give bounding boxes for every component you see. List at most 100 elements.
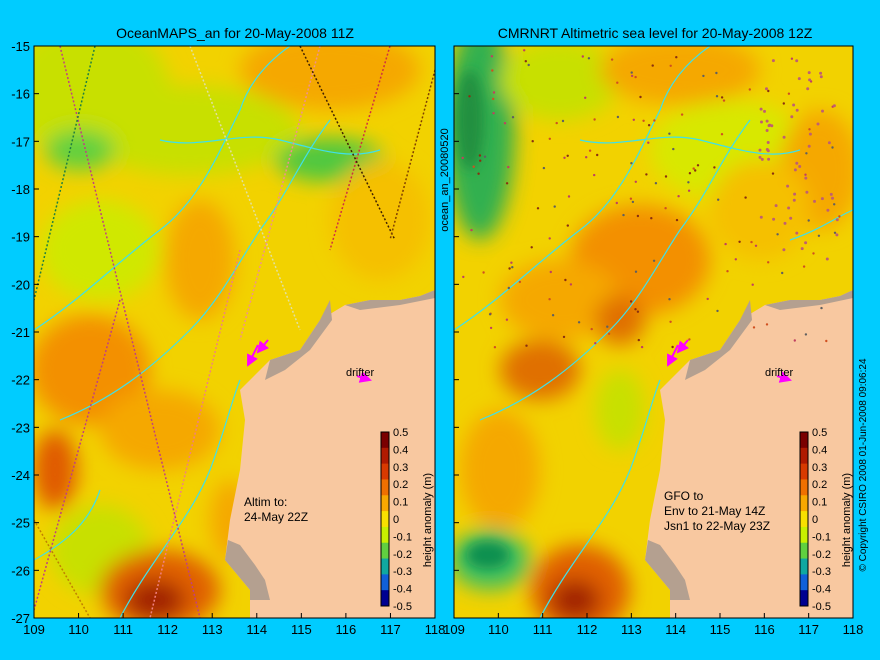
left-colorbar-swatch: [381, 495, 389, 512]
observation-dot: [800, 247, 804, 251]
observation-dot: [651, 64, 654, 67]
left-y-tick-label: -27: [11, 611, 30, 626]
right-observation-points: [461, 49, 841, 349]
observation-dot: [542, 166, 546, 170]
observation-dot: [696, 164, 700, 167]
observation-dot: [734, 258, 737, 261]
observation-dot: [647, 124, 651, 127]
observation-dot: [636, 310, 640, 313]
left-x-tick-label: 110: [68, 622, 89, 637]
observation-dot: [765, 129, 769, 132]
observation-dot: [750, 240, 753, 244]
observation-dot: [827, 141, 831, 145]
observation-dot: [765, 87, 768, 91]
observation-dot: [472, 165, 475, 168]
observation-dot: [672, 147, 675, 151]
right-colorbar-tick-label: 0.5: [812, 427, 827, 439]
observation-dot: [650, 217, 653, 220]
observation-dot: [555, 121, 558, 125]
right-map-panel: CMRNRT Altimetric sea level for 20-May-2…: [453, 25, 854, 619]
observation-dot: [593, 173, 596, 177]
observation-dot: [832, 104, 836, 108]
observation-dot: [647, 141, 650, 144]
observation-dot: [763, 109, 766, 113]
observation-dot: [706, 297, 709, 301]
right-colorbar-swatch: [800, 432, 808, 449]
left-colorbar-swatch: [381, 526, 389, 544]
observation-dot: [610, 58, 614, 61]
observation-dot: [562, 335, 566, 339]
observation-dot: [491, 69, 494, 72]
observation-dot: [819, 71, 823, 75]
observation-dot: [795, 108, 799, 112]
right-colorbar-swatch: [800, 495, 808, 512]
observation-dot: [606, 325, 609, 328]
right-colorbar-label: height anomaly (m): [841, 473, 853, 567]
observation-dot: [607, 332, 611, 335]
observation-dot: [688, 172, 692, 175]
observation-dot: [629, 300, 633, 303]
observation-dot: [804, 333, 808, 336]
left-colorbar-tick-label: -0.3: [393, 566, 412, 578]
left-x-tick-label: 117: [380, 622, 401, 637]
right-colorbar-tick-label: 0: [812, 514, 818, 526]
right-x-tick-label: 112: [577, 622, 598, 637]
right-note-line-2: Env to 21-May 14Z: [664, 504, 765, 518]
observation-dot: [530, 246, 533, 249]
left-x-tick-label: 109: [23, 622, 45, 637]
observation-dot: [805, 152, 808, 155]
observation-dot: [787, 206, 791, 210]
observation-dot: [479, 159, 482, 162]
observation-dot: [668, 132, 671, 135]
observation-dot: [588, 149, 592, 152]
observation-dot: [564, 278, 567, 282]
observation-dot: [510, 261, 513, 264]
right-x-tick-label: 114: [665, 622, 686, 637]
observation-dot: [812, 252, 815, 255]
observation-dot: [642, 119, 645, 123]
left-x-tick-label: 118: [425, 622, 446, 637]
left-colorbar-swatch: [381, 574, 389, 591]
observation-dot: [781, 271, 784, 275]
observation-dot: [527, 63, 530, 67]
left-x-tick-label: 112: [157, 622, 178, 637]
observation-dot: [838, 215, 841, 218]
observation-dot: [767, 89, 770, 93]
observation-dot: [531, 140, 534, 143]
left-colorbar-label: height anomaly (m): [422, 473, 434, 567]
left-colorbar-tick-label: 0: [393, 514, 399, 526]
observation-dot: [518, 280, 522, 284]
observation-dot: [523, 49, 526, 52]
left-colorbar-swatch: [381, 590, 389, 607]
right-colorbar-swatch: [800, 558, 808, 575]
left-colorbar-tick-label: -0.2: [393, 549, 412, 561]
observation-dot: [622, 213, 625, 217]
observation-dot: [713, 166, 716, 169]
observation-dot: [795, 59, 799, 63]
observation-dot: [786, 184, 790, 188]
observation-dot: [808, 128, 811, 131]
observation-dot: [717, 198, 720, 201]
observation-dot: [835, 218, 839, 222]
right-colorbar-swatch: [800, 590, 808, 607]
right-colorbar-swatch: [800, 447, 808, 465]
observation-dot: [760, 120, 763, 124]
observation-dot: [783, 221, 787, 225]
observation-dot: [462, 275, 465, 279]
right-colorbar-tick-label: 0.3: [812, 462, 827, 474]
observation-dot: [492, 112, 495, 115]
observation-dot: [772, 217, 776, 221]
observation-dot: [702, 74, 705, 78]
observation-dot: [482, 271, 485, 274]
observation-dot: [720, 96, 724, 99]
left-panel-title: OceanMAPS_an for 20-May-2008 11Z: [116, 25, 354, 41]
observation-dot: [802, 265, 806, 268]
observation-dot: [594, 342, 597, 345]
observation-dot: [511, 266, 514, 269]
observation-dot: [760, 157, 764, 161]
observation-dot: [577, 321, 581, 324]
left-y-tick-label: -25: [11, 516, 30, 531]
observation-dot: [821, 109, 824, 113]
observation-dot: [669, 64, 672, 68]
